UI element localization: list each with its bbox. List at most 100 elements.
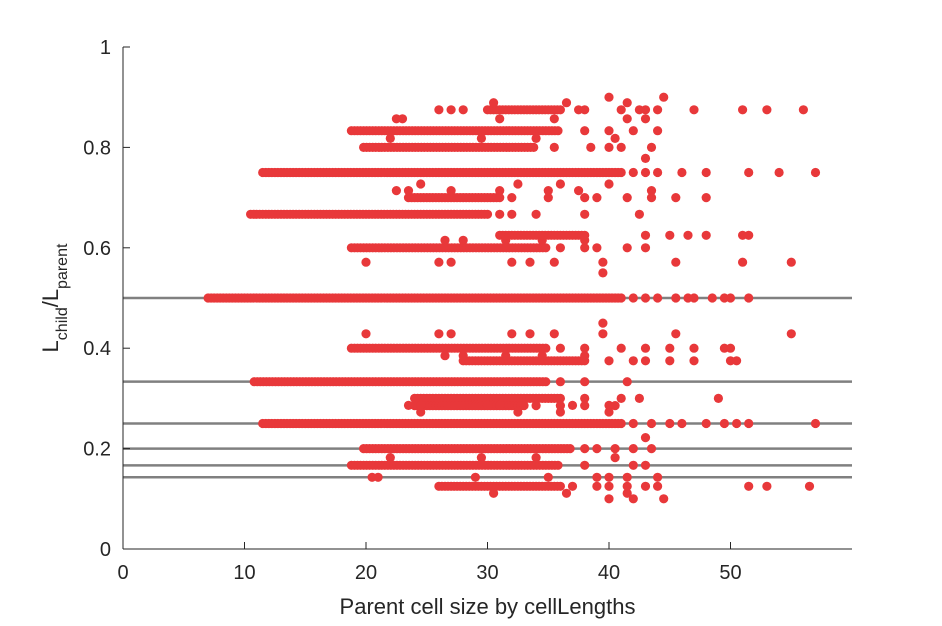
data-point [628,167,638,178]
data-point [397,114,408,124]
data-point [541,343,551,353]
data-point [531,453,541,463]
data-point [541,377,551,387]
data-point [543,186,553,196]
x-tick-label: 30 [476,562,498,584]
data-point [507,257,517,267]
data-point [543,193,553,203]
data-point [495,186,505,196]
data-point [580,393,590,403]
data-point [610,444,620,454]
data-point [622,488,632,498]
data-point [628,356,638,366]
data-point [616,293,626,303]
data-point [476,453,486,463]
data-point [482,209,493,219]
data-point [549,257,559,267]
data-point [604,92,614,102]
data-point [416,407,426,417]
data-point [744,293,754,303]
data-point [446,329,456,339]
x-tick-label: 50 [719,562,741,584]
data-point [646,142,657,152]
data-point [580,193,590,203]
data-point [653,167,663,178]
data-point [646,418,657,429]
y-label-separator: /L [38,289,63,307]
data-point [501,351,511,361]
data-point [732,418,742,429]
data-point [565,444,575,454]
data-point [507,329,517,339]
data-point [598,318,608,328]
data-point [640,343,651,353]
data-point [507,209,517,219]
y-label-sub-parent: parent [54,243,71,289]
data-point [640,230,651,240]
data-point [495,209,505,219]
data-point [640,105,651,115]
data-point [762,105,772,115]
data-point [622,98,632,108]
data-point [701,418,711,429]
data-point [580,460,590,470]
data-point [567,481,578,491]
data-point [604,142,614,152]
data-point [616,343,626,353]
y-label-sub-child: child [54,307,71,340]
data-point [458,351,468,361]
data-point [701,193,711,203]
y-tick-label: 0.2 [83,439,111,461]
data-point [665,356,675,366]
y-tick-label: 0.8 [83,137,111,159]
data-point [653,126,663,136]
data-point [586,142,596,152]
data-point [744,418,754,429]
data-point [385,133,395,143]
data-point [580,343,590,353]
data-point [555,105,566,115]
data-point [555,407,566,417]
data-point [628,460,638,470]
data-point [592,472,602,482]
data-point [646,444,657,454]
data-point [701,167,711,178]
data-point [549,142,559,152]
data-point [628,444,638,454]
data-point [385,453,395,463]
data-point [531,209,541,219]
data-point [653,293,663,303]
data-point [774,167,784,178]
data-point [725,343,736,353]
data-point [507,193,517,203]
data-point [604,472,614,482]
data-point [616,105,626,115]
data-point [458,235,468,245]
data-point [416,179,426,189]
data-point [713,393,724,403]
data-point [592,193,602,203]
data-point [592,444,602,454]
data-point [689,356,699,366]
data-point [628,418,638,429]
data-point [434,329,444,339]
data-point [646,193,657,203]
data-point [640,460,651,470]
data-point [810,167,821,178]
data-point [549,114,559,124]
data-point [549,329,559,339]
data-point [671,257,681,267]
data-point [537,235,547,245]
data-point [744,230,754,240]
data-point [580,377,590,387]
data-point [646,186,657,196]
data-point [537,351,547,361]
data-point [665,418,675,429]
y-axis-label: Lchild/Lparent [38,243,71,352]
data-point [689,343,699,353]
x-tick-label: 40 [598,562,620,584]
data-point [610,133,620,143]
data-point [653,472,663,482]
y-tick-label: 0.6 [83,238,111,260]
data-point [361,329,371,339]
